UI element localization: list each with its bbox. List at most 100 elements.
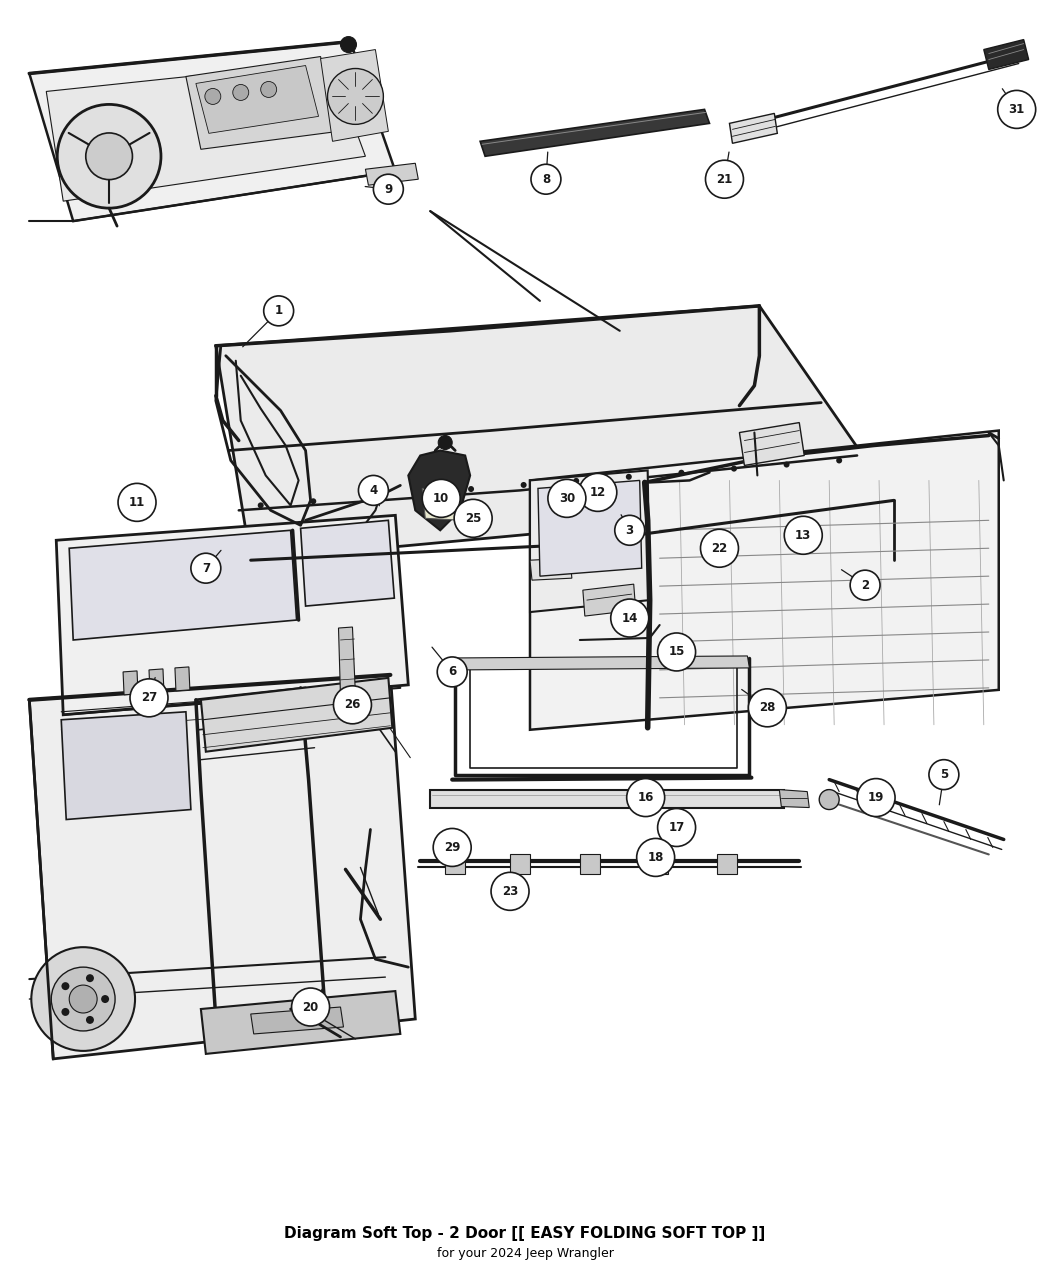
Text: 27: 27 [141, 691, 158, 704]
Text: 2: 2 [861, 579, 869, 592]
Text: 12: 12 [590, 486, 606, 499]
Polygon shape [739, 422, 804, 465]
Text: 22: 22 [711, 542, 728, 555]
Polygon shape [216, 306, 894, 560]
Text: for your 2024 Jeep Wrangler: for your 2024 Jeep Wrangler [437, 1247, 613, 1260]
Circle shape [416, 490, 421, 496]
Circle shape [32, 947, 135, 1051]
Text: 29: 29 [444, 842, 460, 854]
Circle shape [455, 500, 492, 537]
Polygon shape [430, 789, 784, 807]
Text: 18: 18 [648, 850, 664, 864]
Circle shape [422, 479, 460, 518]
Polygon shape [984, 40, 1029, 70]
Polygon shape [201, 678, 393, 752]
Polygon shape [530, 470, 650, 612]
Circle shape [130, 678, 168, 717]
Circle shape [101, 994, 109, 1003]
Circle shape [627, 779, 665, 816]
Circle shape [850, 570, 880, 601]
Circle shape [334, 686, 372, 724]
Polygon shape [422, 488, 462, 520]
Polygon shape [648, 854, 668, 875]
Circle shape [531, 164, 561, 194]
Circle shape [573, 478, 580, 483]
Polygon shape [300, 520, 395, 606]
Circle shape [264, 296, 294, 326]
Polygon shape [580, 854, 600, 875]
Text: 17: 17 [669, 821, 685, 834]
Circle shape [491, 872, 529, 910]
Circle shape [438, 436, 453, 450]
Text: 3: 3 [626, 524, 634, 537]
Circle shape [731, 465, 737, 472]
Circle shape [468, 486, 474, 492]
Polygon shape [530, 431, 999, 729]
Circle shape [783, 462, 790, 468]
Polygon shape [510, 854, 530, 875]
Polygon shape [320, 50, 388, 142]
Text: 20: 20 [302, 1001, 319, 1014]
Text: 16: 16 [637, 790, 654, 805]
Circle shape [58, 105, 161, 208]
Polygon shape [338, 627, 356, 696]
Circle shape [358, 476, 388, 505]
Circle shape [328, 69, 383, 125]
Circle shape [191, 553, 220, 583]
Polygon shape [69, 530, 296, 640]
Text: 13: 13 [795, 529, 812, 542]
Circle shape [657, 808, 695, 847]
Polygon shape [538, 481, 642, 576]
Text: 19: 19 [868, 790, 884, 805]
Polygon shape [251, 1007, 343, 1034]
Text: 11: 11 [129, 496, 145, 509]
Circle shape [611, 599, 649, 638]
Text: 15: 15 [669, 645, 685, 658]
Text: 14: 14 [622, 612, 638, 625]
Circle shape [62, 982, 69, 991]
Circle shape [749, 688, 786, 727]
Circle shape [784, 516, 822, 555]
Polygon shape [717, 854, 737, 875]
Circle shape [929, 760, 959, 789]
Text: 25: 25 [465, 511, 481, 525]
Text: 1: 1 [275, 305, 282, 317]
Circle shape [374, 175, 403, 204]
Polygon shape [196, 65, 318, 134]
Circle shape [205, 88, 220, 105]
Circle shape [636, 839, 675, 876]
Circle shape [836, 458, 842, 463]
Polygon shape [583, 584, 635, 616]
Circle shape [51, 968, 116, 1031]
Circle shape [363, 495, 369, 500]
Text: 23: 23 [502, 885, 518, 898]
Text: 7: 7 [202, 562, 210, 575]
Circle shape [260, 82, 276, 97]
Circle shape [678, 469, 685, 476]
Polygon shape [175, 667, 190, 691]
Circle shape [118, 483, 156, 521]
Text: 21: 21 [716, 172, 733, 186]
Text: 31: 31 [1009, 103, 1025, 116]
Circle shape [437, 657, 467, 687]
Circle shape [819, 789, 839, 810]
Text: 9: 9 [384, 182, 393, 195]
Circle shape [614, 515, 645, 546]
Text: 4: 4 [370, 484, 378, 497]
Polygon shape [57, 515, 408, 715]
Circle shape [86, 1016, 93, 1024]
Circle shape [434, 829, 471, 867]
Polygon shape [149, 669, 164, 692]
Circle shape [706, 161, 743, 198]
Polygon shape [61, 711, 191, 820]
Circle shape [62, 1009, 69, 1016]
Circle shape [292, 988, 330, 1026]
Circle shape [626, 474, 632, 479]
Text: XXX: XXX [433, 509, 447, 515]
Polygon shape [456, 655, 750, 669]
Circle shape [257, 502, 264, 509]
Text: 28: 28 [759, 701, 776, 714]
Text: 8: 8 [542, 172, 550, 186]
Text: 5: 5 [940, 768, 948, 782]
Circle shape [998, 91, 1035, 129]
